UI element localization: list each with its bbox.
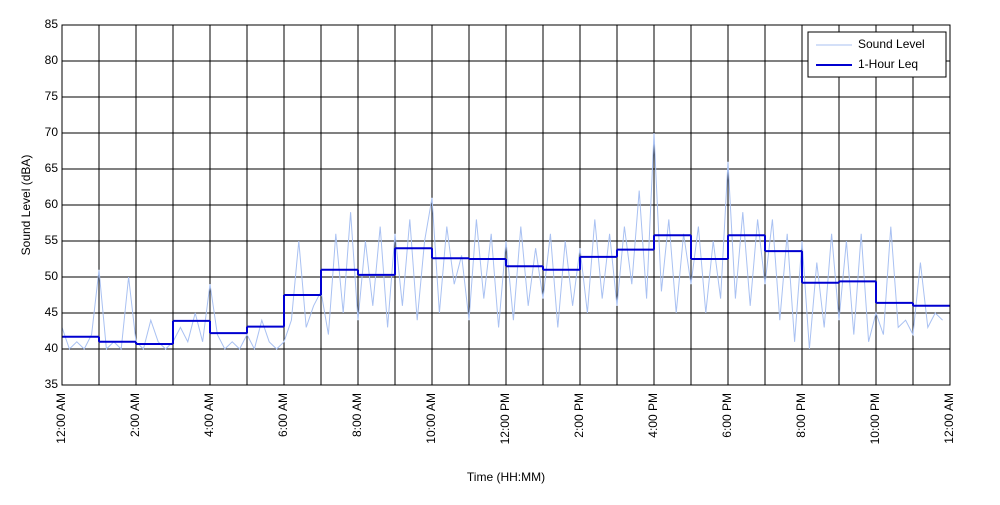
x-tick-label: 12:00 AM: [54, 393, 68, 444]
y-tick-label: 50: [45, 269, 59, 283]
plot-frame: [61, 24, 951, 386]
x-tick-label: 12:00 PM: [498, 393, 512, 444]
x-tick-label: 12:00 AM: [942, 393, 956, 444]
y-tick-label: 75: [45, 89, 59, 103]
x-tick-label: 6:00 AM: [276, 393, 290, 437]
legend-label: 1-Hour Leq: [858, 57, 918, 71]
y-axis-label: Sound Level (dBA): [19, 155, 33, 256]
y-tick-label: 80: [45, 53, 59, 67]
y-tick-label: 60: [45, 197, 59, 211]
x-tick-label: 2:00 PM: [572, 393, 586, 438]
x-tick-label: 10:00 PM: [868, 393, 882, 444]
y-tick-label: 65: [45, 161, 59, 175]
y-tick-label: 85: [45, 17, 59, 31]
x-tick-label: 2:00 AM: [128, 393, 142, 437]
y-tick-label: 45: [45, 305, 59, 319]
x-axis-label: Time (HH:MM): [467, 470, 545, 484]
y-tick-label: 35: [45, 377, 59, 391]
y-tick-label: 55: [45, 233, 59, 247]
x-tick-label: 8:00 AM: [350, 393, 364, 437]
x-tick-label: 4:00 PM: [646, 393, 660, 438]
y-tick-label: 70: [45, 125, 59, 139]
x-tick-label: 10:00 AM: [424, 393, 438, 444]
line-series: [61, 132, 943, 351]
x-tick-label: 8:00 PM: [794, 393, 808, 438]
x-tick-label: 6:00 PM: [720, 393, 734, 438]
legend-box: [807, 31, 947, 78]
x-tick-label: 4:00 AM: [202, 393, 216, 437]
legend-label: Sound Level: [858, 37, 925, 51]
y-tick-label: 40: [45, 341, 59, 355]
legend: Sound Level 1-Hour Leq: [807, 31, 947, 78]
